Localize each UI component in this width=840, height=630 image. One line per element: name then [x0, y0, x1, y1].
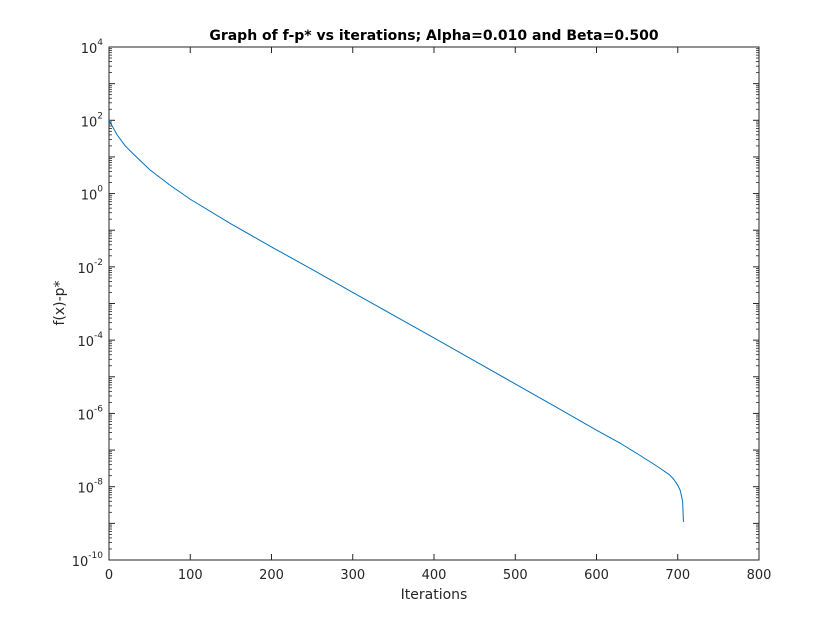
x-tick-label: 400 [422, 568, 447, 583]
x-tick-label: 0 [105, 568, 113, 583]
y-tick-label: 102 [81, 111, 103, 130]
x-tick-label: 700 [665, 568, 690, 583]
series-line [108, 120, 684, 522]
x-tick-label: 500 [503, 568, 528, 583]
x-tick-labels: 0 100 200 300 400 500 600 700 800 [105, 568, 772, 583]
y-axis-label: f(x)-p* [52, 280, 68, 325]
y-tick-label: 10-6 [77, 404, 103, 423]
y-tick-label: 104 [81, 38, 104, 57]
y-tick-label: 10-4 [77, 331, 103, 350]
y-tick-labels: 104 102 100 10-2 10-4 10-6 10-8 10-10 [72, 38, 104, 570]
y-tick-label: 100 [81, 185, 104, 204]
x-tick-label: 100 [178, 568, 203, 583]
x-tick-label: 200 [259, 568, 284, 583]
x-axis-label: Iterations [401, 587, 468, 603]
y-tick-label: 10-2 [77, 258, 103, 277]
chart-title: Graph of f-p* vs iterations; Alpha=0.010… [209, 28, 659, 44]
y-tick-label: 10-10 [72, 551, 104, 570]
x-tick-label: 300 [340, 568, 365, 583]
y-tick-label: 10-8 [77, 478, 103, 497]
series-layer [108, 120, 684, 522]
x-tick-label: 600 [584, 568, 609, 583]
ticks-layer [108, 46, 760, 561]
plot-area [108, 46, 760, 561]
x-tick-label: 800 [747, 568, 772, 583]
